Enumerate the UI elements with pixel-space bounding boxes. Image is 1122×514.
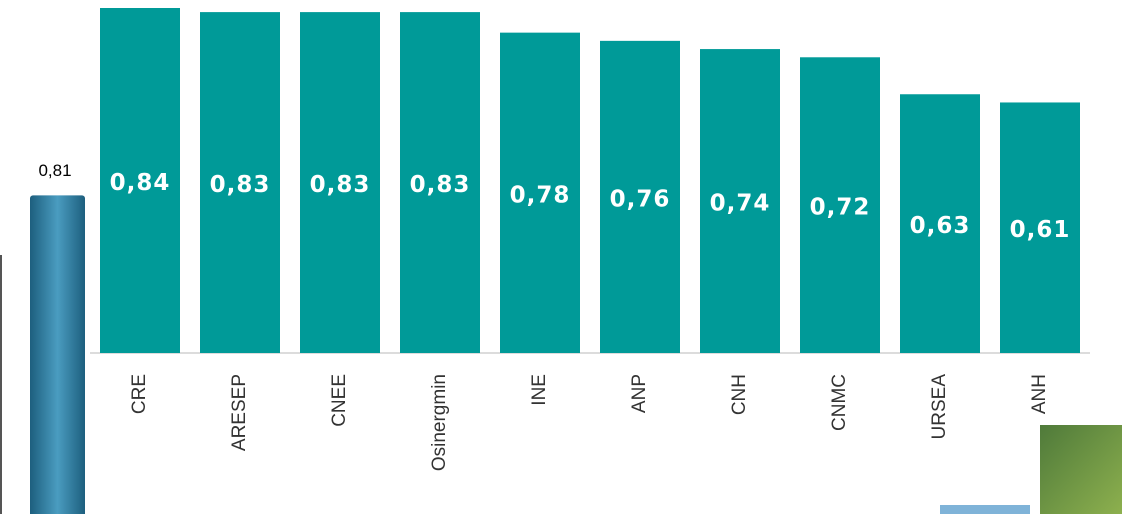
value-label: 0,61 xyxy=(1010,217,1071,243)
value-label: 0,83 xyxy=(310,172,371,198)
bar xyxy=(700,49,780,353)
x-tick-label: CNEE xyxy=(329,374,350,427)
bar xyxy=(900,94,980,353)
bar xyxy=(300,12,380,353)
x-tick-label: CNMC xyxy=(829,374,850,431)
bar xyxy=(500,32,580,354)
value-label: 0,72 xyxy=(810,195,871,221)
value-label: 0,76 xyxy=(610,186,671,212)
bar xyxy=(600,40,680,353)
value-label: 0,63 xyxy=(910,213,971,239)
bar xyxy=(800,57,880,354)
bar xyxy=(400,12,480,353)
photo-fragment xyxy=(940,505,1030,514)
bar xyxy=(200,12,280,353)
value-label: 0,78 xyxy=(510,182,571,208)
x-tick-label: URSEA xyxy=(929,374,950,440)
value-label: 0,83 xyxy=(410,172,471,198)
x-tick-label: ARESEP xyxy=(229,374,250,451)
x-tick-label: INE xyxy=(529,374,550,406)
x-tick-label: Osinergmin xyxy=(429,374,450,471)
x-tick-label: ANH xyxy=(1029,374,1050,414)
value-label: 0,74 xyxy=(710,191,771,217)
value-label: 0,81 xyxy=(38,161,71,180)
photo-fragment xyxy=(1040,425,1122,514)
bar xyxy=(100,8,180,353)
bar xyxy=(30,195,85,514)
bar xyxy=(1000,102,1080,353)
x-tick-label: ANP xyxy=(629,374,650,413)
value-label: 0,84 xyxy=(110,170,171,196)
x-tick-label: CRE xyxy=(129,374,150,414)
x-tick-label: CNH xyxy=(729,374,750,415)
value-label: 0,83 xyxy=(210,172,271,198)
